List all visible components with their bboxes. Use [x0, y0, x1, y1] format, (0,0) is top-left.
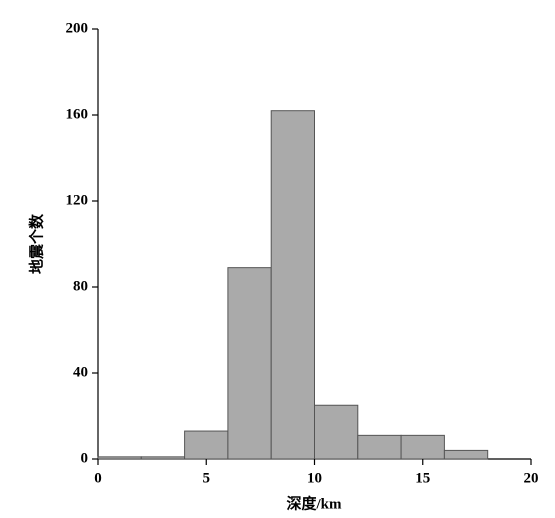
bar [97, 456, 142, 460]
y-tick-label: 160 [66, 106, 89, 122]
x-tick-label: 15 [415, 470, 430, 486]
bar [400, 434, 445, 460]
y-tick-label: 120 [66, 192, 89, 208]
bar [270, 110, 316, 460]
bar [314, 404, 359, 460]
x-tick-label: 5 [203, 470, 211, 486]
x-tick-label: 10 [307, 470, 322, 486]
bar [443, 449, 489, 460]
bar [140, 456, 186, 460]
y-tick-label: 200 [66, 20, 89, 36]
bar [357, 434, 402, 460]
bar [184, 430, 229, 460]
bar [227, 267, 272, 460]
x-tick-label: 0 [94, 470, 102, 486]
x-axis-label: 深度/km [286, 494, 342, 512]
y-tick-label: 40 [73, 364, 88, 380]
y-tick-label: 0 [81, 450, 89, 466]
y-tick-label: 80 [73, 278, 88, 294]
x-tick-label: 20 [524, 470, 539, 486]
y-axis-label: 地震个数 [27, 213, 45, 274]
